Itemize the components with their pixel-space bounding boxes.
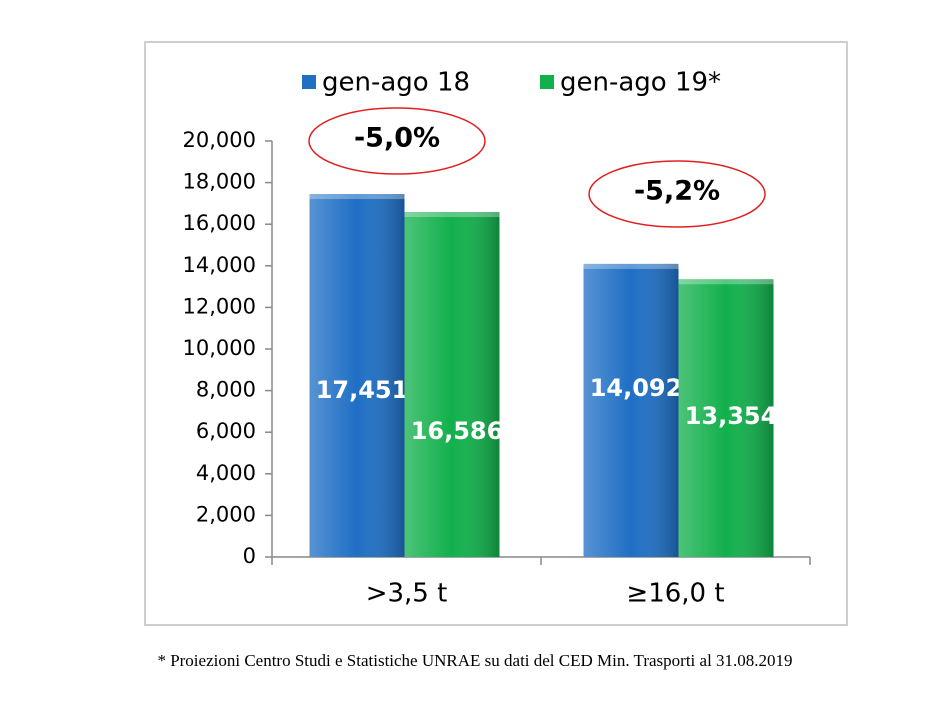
legend-swatch bbox=[302, 75, 316, 89]
footnote: * Proiezioni Centro Studi e Statistiche … bbox=[157, 651, 792, 670]
legend-label: gen-ago 19* bbox=[560, 68, 721, 98]
y-tick-label: 16,000 bbox=[183, 211, 256, 235]
y-tick-label: 20,000 bbox=[183, 128, 256, 152]
x-tick-label: ≥16,0 t bbox=[626, 579, 724, 609]
y-tick-label: 14,000 bbox=[183, 253, 256, 277]
y-tick-label: 2,000 bbox=[196, 502, 256, 526]
y-tick-label: 6,000 bbox=[196, 419, 256, 443]
bar-top bbox=[404, 212, 500, 218]
value-label: 13,354 bbox=[685, 402, 778, 430]
y-tick-label: 4,000 bbox=[196, 461, 256, 485]
y-tick-label: 8,000 bbox=[196, 378, 256, 402]
x-tick-label: >3,5 t bbox=[366, 579, 448, 609]
bar-top bbox=[583, 263, 679, 269]
annotation-ellipse bbox=[588, 160, 766, 228]
y-tick-label: 18,000 bbox=[183, 170, 256, 194]
annotation: -5,2% bbox=[634, 176, 720, 207]
bar-shade bbox=[583, 263, 679, 557]
value-label: 16,586 bbox=[411, 417, 504, 445]
y-tick-label: 12,000 bbox=[183, 294, 256, 318]
legend-label: gen-ago 18 bbox=[322, 68, 470, 98]
bar-shade bbox=[309, 194, 405, 557]
value-label: 14,092 bbox=[590, 374, 683, 402]
y-tick-label: 10,000 bbox=[183, 336, 256, 360]
annotation-ellipse bbox=[308, 107, 486, 175]
value-label: 17,451 bbox=[316, 376, 409, 404]
bar-top bbox=[678, 279, 774, 285]
legend-swatch bbox=[540, 75, 554, 89]
bar-shade bbox=[404, 212, 500, 557]
y-tick-label: 0 bbox=[243, 544, 256, 568]
annotation: -5,0% bbox=[354, 123, 440, 154]
bar-shade bbox=[678, 279, 774, 557]
bar-top bbox=[309, 194, 405, 200]
